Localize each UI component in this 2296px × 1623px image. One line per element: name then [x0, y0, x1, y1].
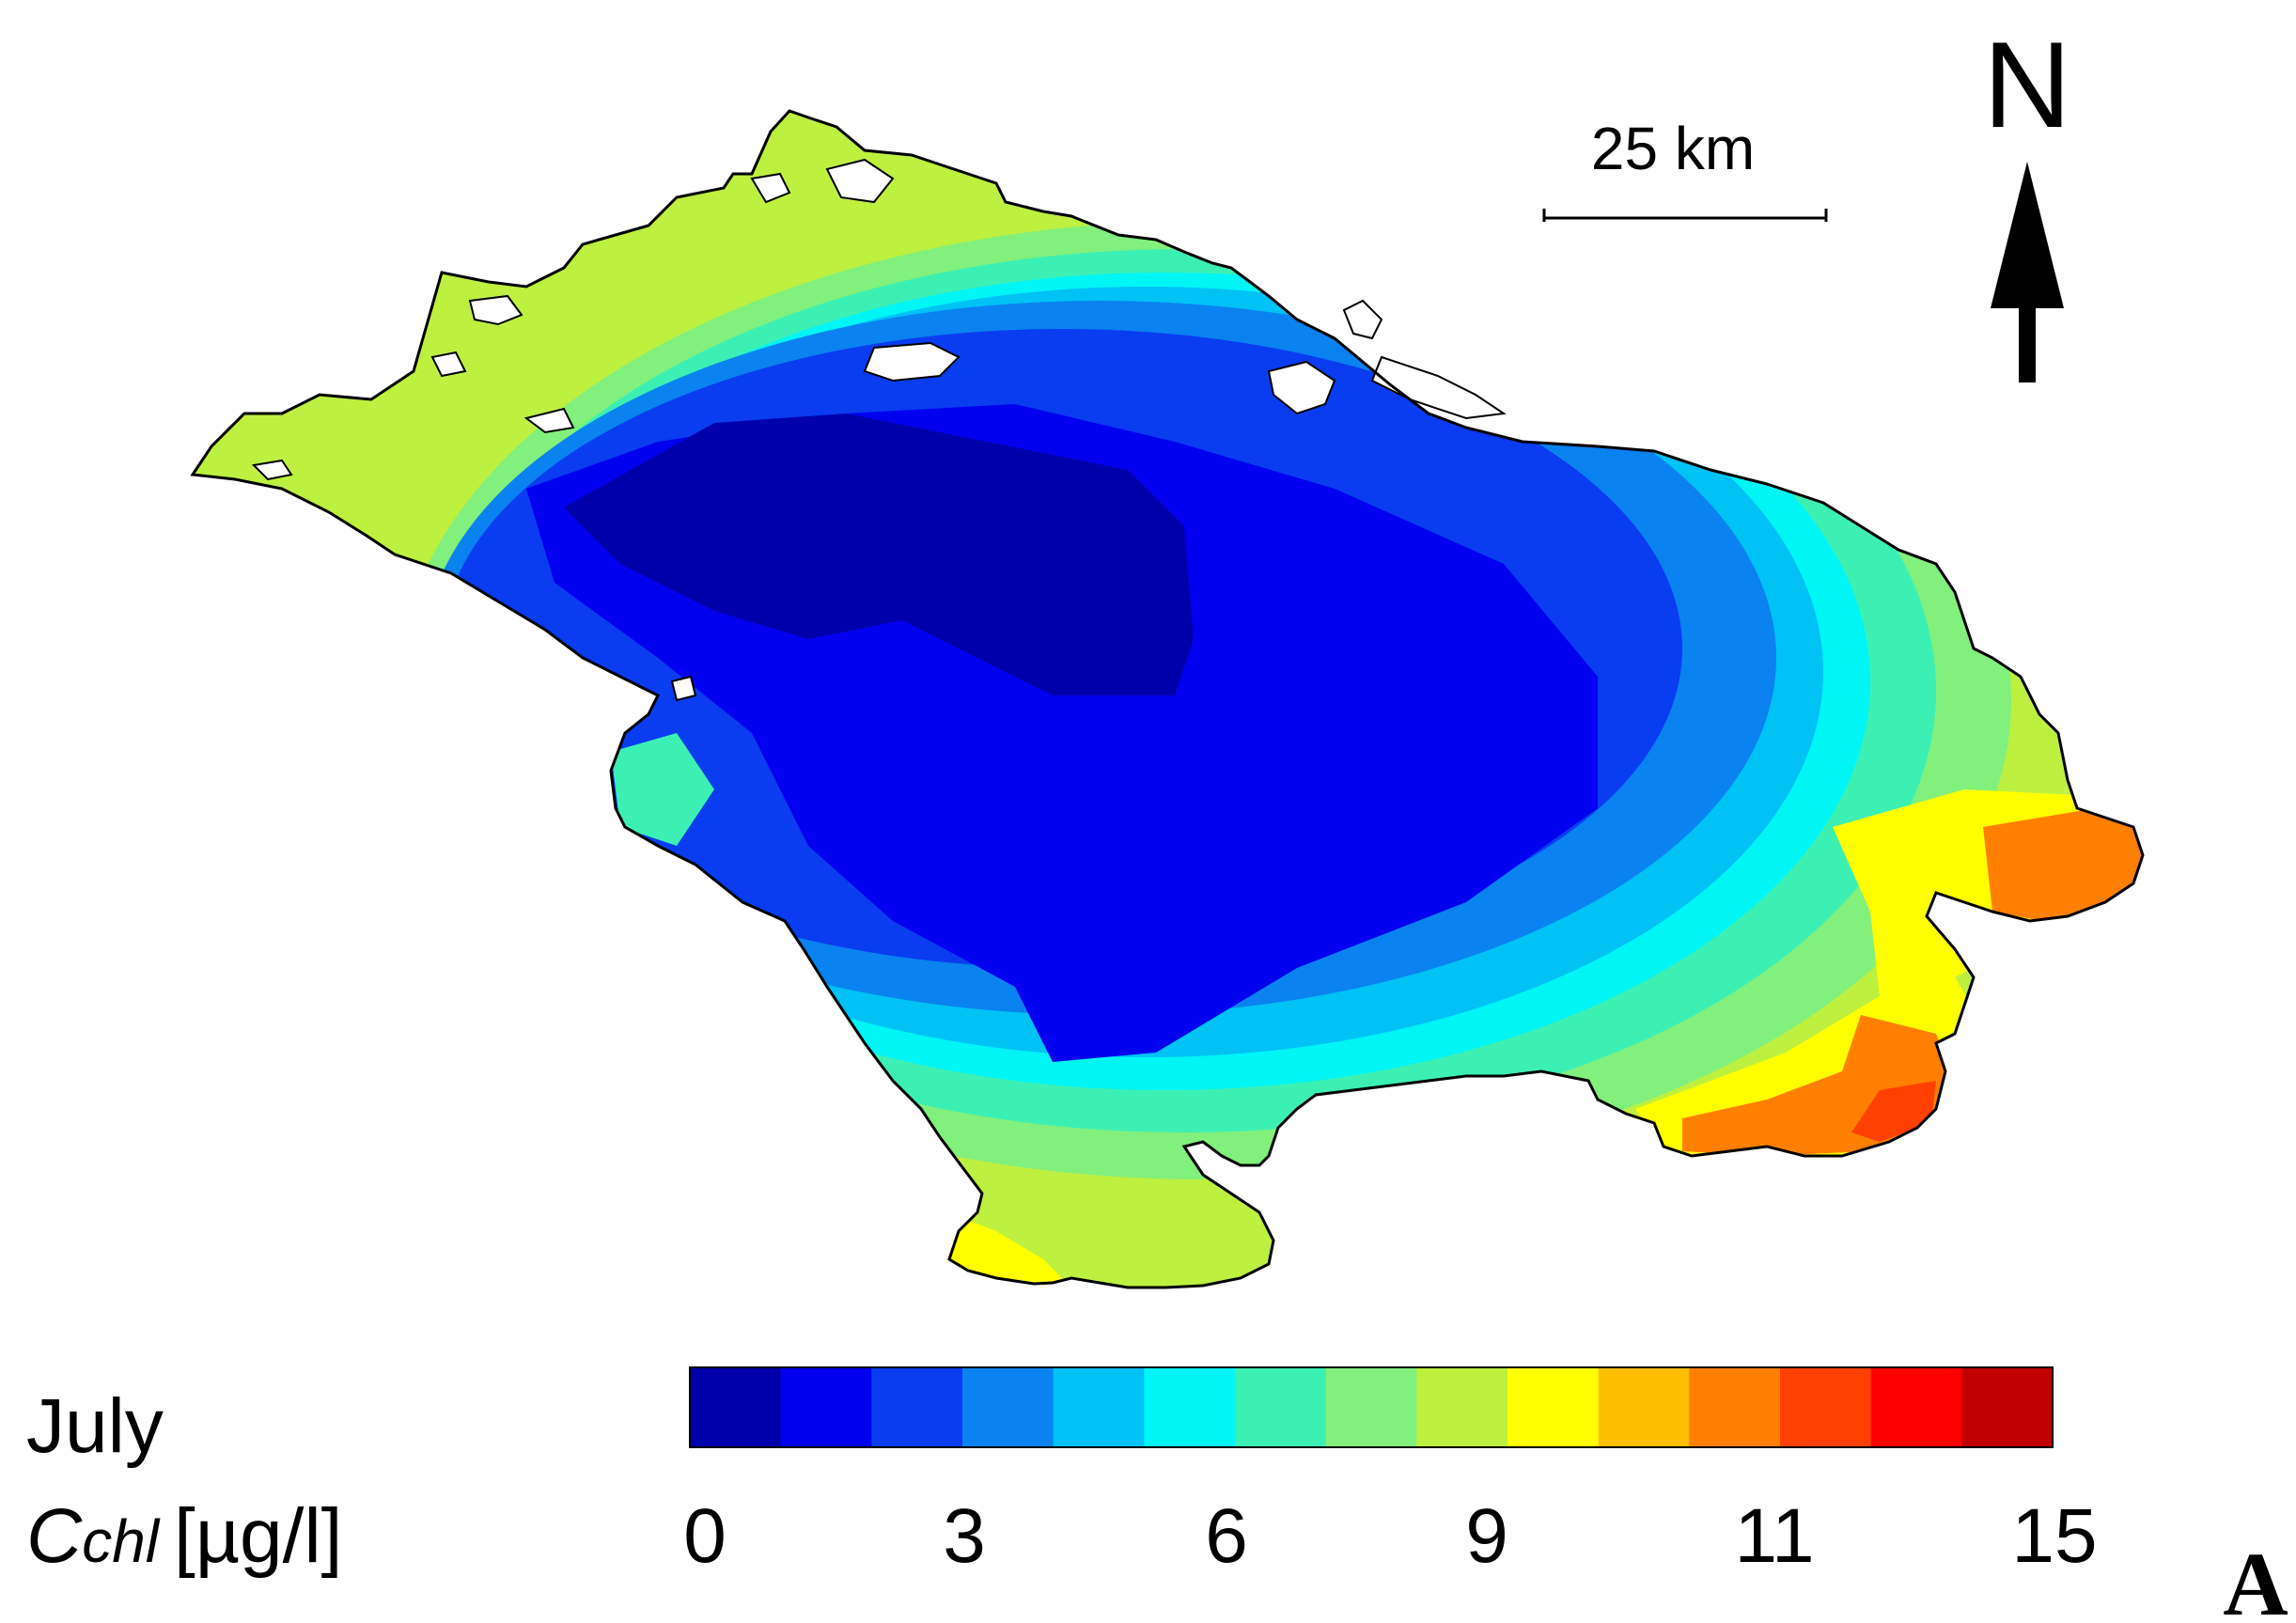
quantity-label: Cchl [µg/l]	[26, 1493, 342, 1579]
color-bar-swatch	[1325, 1367, 1417, 1447]
island	[523, 407, 575, 434]
color-bar-swatch	[871, 1367, 963, 1447]
quantity-symbol: C	[26, 1493, 83, 1579]
color-bar-tick-labels: 0 3 6 9 11 15	[683, 1493, 2097, 1579]
lake-shape-group	[193, 111, 2143, 1287]
island	[1267, 360, 1336, 415]
color-bar-tick-label: 15	[2011, 1493, 2097, 1579]
zone-west-teal	[611, 733, 714, 846]
color-bar-swatch	[1507, 1367, 1600, 1447]
color-bar-swatch	[962, 1367, 1054, 1447]
color-bar-swatch	[1961, 1367, 2054, 1447]
color-bar-border	[689, 1366, 2054, 1448]
zone-deep-blue	[564, 414, 1194, 695]
color-bar-legend: 0 3 6 9 11 15	[683, 1366, 2098, 1579]
scale-bar: 25 km	[1542, 115, 1828, 222]
color-bar-swatch	[1053, 1367, 1145, 1447]
island	[825, 158, 895, 204]
island	[750, 172, 791, 204]
scale-bar-label: 25 km	[1591, 115, 1755, 182]
north-arrow: N	[1983, 16, 2071, 382]
island	[430, 351, 467, 378]
color-bar-tick-label: 9	[1465, 1493, 1508, 1579]
color-bar-tick-label: 6	[1205, 1493, 1248, 1579]
islands	[251, 158, 1507, 702]
color-bar-swatch	[1144, 1367, 1236, 1447]
zone-east-orange	[1983, 799, 2143, 926]
quantity-subscript: chl	[82, 1507, 161, 1575]
panel-label: A	[2223, 1534, 2288, 1623]
north-arrow-icon	[1991, 162, 2064, 382]
island	[863, 341, 961, 382]
color-bar-swatch	[1689, 1367, 1781, 1447]
island	[468, 294, 523, 326]
quantity-unit: [µg/l]	[174, 1493, 342, 1579]
north-label: N	[1983, 16, 2071, 153]
island	[1342, 299, 1383, 340]
island	[1370, 355, 1507, 420]
color-bar-swatch	[1416, 1367, 1508, 1447]
zone-south-yellow	[949, 1212, 1071, 1287]
month-label: July	[26, 1383, 164, 1469]
color-bar-swatch	[1780, 1367, 1872, 1447]
color-bar-swatch	[1598, 1367, 1690, 1447]
color-bar-swatch	[1870, 1367, 1962, 1447]
island	[670, 675, 697, 702]
color-bar-swatch	[1235, 1367, 1327, 1447]
color-bar-tick-label: 0	[683, 1493, 726, 1579]
color-bar-swatch	[690, 1367, 782, 1447]
island	[251, 459, 293, 481]
color-bar	[690, 1367, 2054, 1447]
zone-east-red	[1851, 1081, 1936, 1142]
color-bar-swatch	[780, 1367, 872, 1447]
color-bar-tick-label: 3	[943, 1493, 986, 1579]
color-bar-tick-label: 11	[1734, 1493, 1814, 1579]
